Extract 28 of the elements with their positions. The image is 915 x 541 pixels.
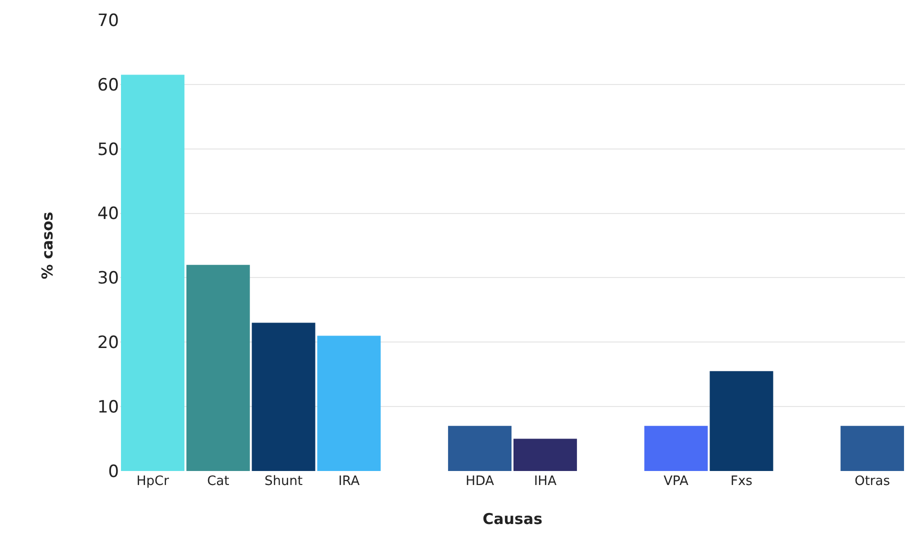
x-tick-label: HDA — [466, 474, 494, 489]
bar — [710, 371, 774, 471]
x-tick-label: IHA — [534, 474, 557, 489]
bar — [252, 322, 316, 471]
x-tick-label: VPA — [664, 474, 689, 489]
bar — [840, 426, 904, 471]
bar — [186, 264, 250, 471]
x-tick-label: Otras — [854, 474, 890, 489]
y-tick-label: 40 — [97, 204, 119, 224]
x-tick-label: Fxs — [730, 474, 753, 489]
bar — [448, 426, 512, 471]
bar — [513, 438, 577, 471]
y-tick-label: 60 — [97, 75, 119, 96]
y-tick-label: 20 — [97, 333, 119, 354]
x-axis-title: Causas — [482, 510, 542, 528]
bar — [120, 74, 184, 471]
y-tick-label: 0 — [108, 462, 119, 482]
y-tick-label: 30 — [97, 268, 119, 289]
x-tick-label: Cat — [207, 474, 230, 489]
y-axis-title: % casos — [38, 212, 57, 280]
x-tick-label: Shunt — [264, 474, 303, 489]
y-tick-label: 70 — [97, 10, 119, 31]
y-tick-label: 50 — [97, 140, 119, 160]
bar — [317, 336, 381, 471]
x-tick-label: IRA — [338, 474, 360, 489]
x-tick-label: HpCr — [136, 474, 170, 489]
y-tick-label: 10 — [97, 398, 119, 418]
bar — [644, 426, 708, 471]
